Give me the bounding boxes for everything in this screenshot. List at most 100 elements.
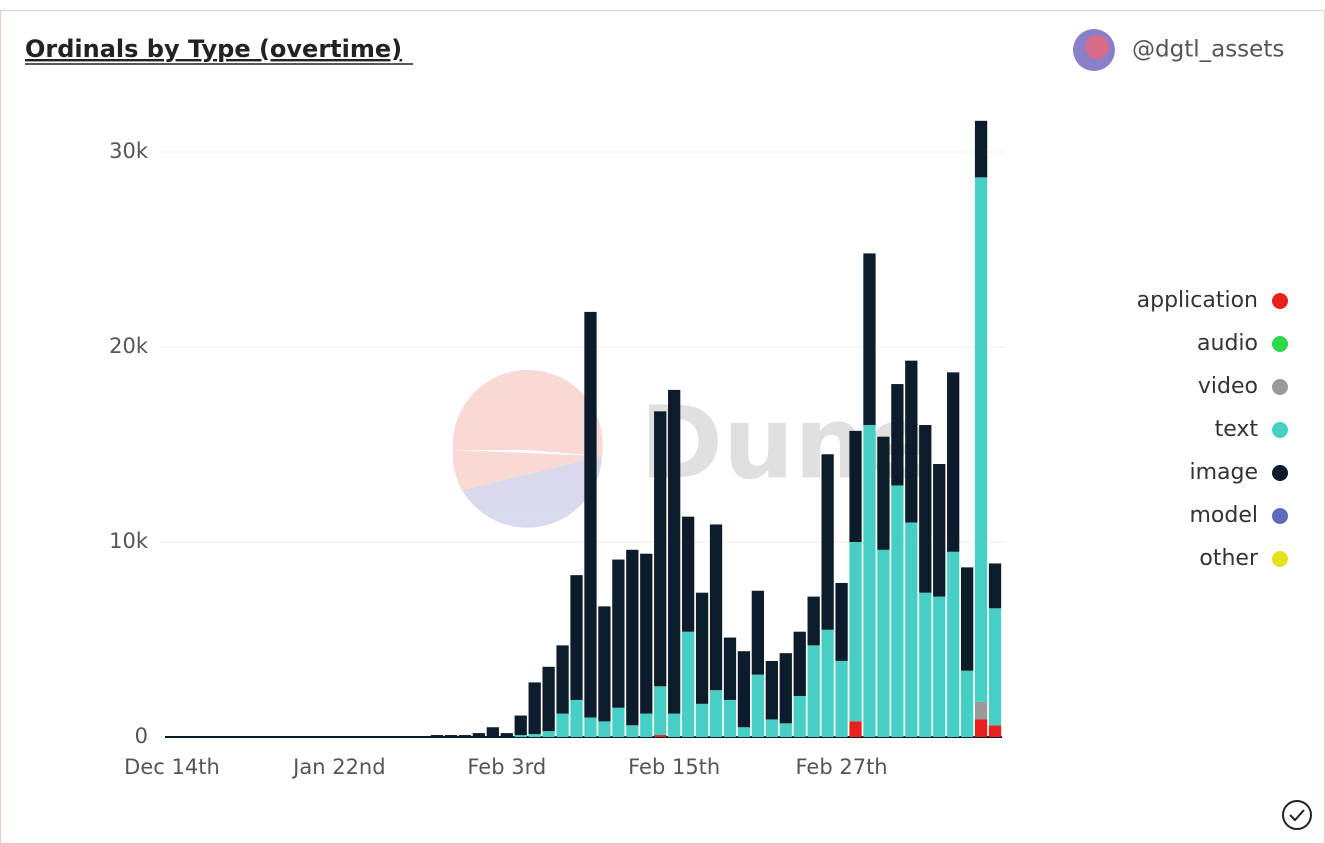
x-tick-label: Feb 27th (796, 755, 888, 779)
y-tick-label: 30k (109, 139, 149, 163)
bar-segment (515, 716, 527, 736)
bar-segment (849, 542, 861, 721)
y-tick-label: 20k (109, 334, 149, 358)
bar-segment (835, 661, 847, 737)
bar-segment (487, 727, 499, 737)
bar-segment (975, 177, 987, 702)
bar-segment (431, 735, 443, 737)
bar-segment (724, 700, 736, 737)
bar-segment (710, 690, 722, 737)
legend-label: other (1199, 546, 1259, 571)
bar-segment (989, 563, 1001, 608)
legend-swatch (1272, 465, 1288, 481)
bar-segment (598, 721, 610, 737)
bar-segment (919, 425, 931, 593)
x-tick-label: Jan 22nd (291, 755, 385, 779)
bar-segment (640, 714, 652, 737)
bar-segment (668, 390, 680, 714)
bar-segment (612, 708, 624, 737)
bar-segment (696, 704, 708, 737)
bar-segment (570, 575, 582, 700)
bar-segment (863, 425, 875, 737)
bar-segment (905, 523, 917, 738)
bar-segment (947, 552, 959, 737)
bar-segment (989, 725, 1001, 737)
avatar-face (1085, 35, 1109, 59)
bar-segment (794, 632, 806, 696)
bar-segment (654, 411, 666, 686)
bar-segment (640, 554, 652, 714)
bar-segment (947, 372, 959, 551)
bar-segment (626, 550, 638, 726)
bar-segment (570, 700, 582, 737)
bar-segment (835, 583, 847, 661)
bar-segment (766, 719, 778, 737)
bar-segment (529, 682, 541, 734)
author[interactable]: @dgtl_assets (1132, 37, 1284, 63)
bar-segment (780, 723, 792, 737)
bar-segment (626, 725, 638, 737)
bar-segment (849, 431, 861, 542)
bar-segment (849, 721, 861, 737)
bar-segment (612, 560, 624, 708)
bar-segment (724, 638, 736, 700)
bar-segment (556, 714, 568, 737)
bar-segment (752, 591, 764, 675)
bar-segment (989, 608, 1001, 725)
legend-label: video (1198, 374, 1258, 399)
bar-segment (933, 597, 945, 737)
bar-segment (682, 517, 694, 632)
bar-segment (877, 437, 889, 550)
bar-segment (933, 464, 945, 597)
bar-segment (821, 630, 833, 737)
legend-label: audio (1197, 331, 1258, 356)
bar-segment (529, 734, 541, 737)
bar-segment (961, 567, 973, 670)
legend-label: image (1189, 460, 1258, 485)
bar-segment (863, 253, 875, 425)
bar-segment (891, 485, 903, 737)
legend-swatch (1272, 551, 1288, 567)
bar-segment (808, 645, 820, 737)
legend-label: text (1215, 417, 1259, 442)
bar-segment (556, 645, 568, 713)
bar-segment (445, 735, 457, 737)
bar-segment (975, 121, 987, 178)
legend-label: model (1189, 503, 1258, 528)
legend-label: application (1137, 288, 1258, 313)
bar-segment (584, 312, 596, 718)
bar-segment (752, 675, 764, 737)
bar-segment (654, 735, 666, 737)
bar-segment (515, 735, 527, 737)
y-tick-label: 10k (109, 529, 149, 553)
legend-swatch (1272, 508, 1288, 524)
bar-segment (766, 661, 778, 720)
bar-segment (710, 524, 722, 690)
bar-segment (794, 696, 806, 737)
bar-segment (975, 719, 987, 737)
legend-swatch (1272, 336, 1288, 352)
bar-segment (738, 651, 750, 727)
legend-swatch (1272, 379, 1288, 395)
bar-segment (598, 606, 610, 721)
bar-segment (459, 735, 471, 737)
x-tick-label: Feb 15th (628, 755, 720, 779)
page: Ordinals by Type (overtime) @dgtl_assets… (0, 0, 1325, 844)
bar-segment (584, 718, 596, 738)
bar-segment (919, 593, 931, 737)
bar-segment (542, 731, 554, 737)
x-tick-label: Feb 3rd (467, 755, 546, 779)
x-tick-label: Dec 14th (124, 755, 220, 779)
bar-segment (975, 702, 987, 720)
bar-segment (877, 550, 889, 737)
bar-segment (668, 714, 680, 737)
legend-swatch (1272, 422, 1288, 438)
bar-segment (905, 361, 917, 523)
bar-segment (808, 597, 820, 646)
chart: Ordinals by Type (overtime) @dgtl_assets… (0, 0, 1325, 844)
bar-segment (696, 593, 708, 704)
y-tick-label: 0 (135, 724, 148, 748)
bar-segment (682, 632, 694, 737)
bar-segment (780, 653, 792, 723)
bar-segment (473, 733, 485, 737)
